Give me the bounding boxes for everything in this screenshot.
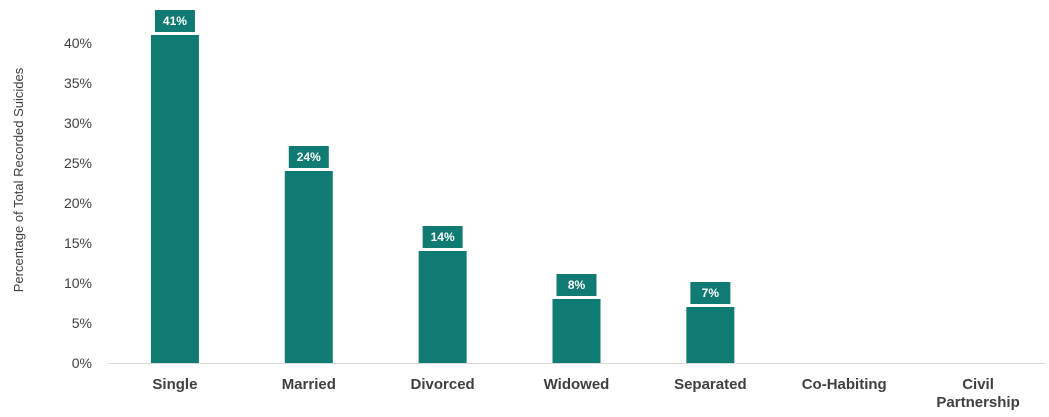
x-category-label-line: Partnership — [936, 394, 1019, 411]
x-category-label-line: Divorced — [411, 376, 475, 393]
y-tick-label: 40% — [64, 35, 92, 51]
y-tick-label: 15% — [64, 235, 92, 251]
x-category-label: Separated — [674, 376, 747, 393]
x-category-label: Widowed — [544, 376, 610, 393]
x-category-label: Divorced — [411, 376, 475, 393]
y-tick-label: 20% — [64, 195, 92, 211]
bar-divorced — [419, 251, 467, 363]
data-label: 14% — [431, 230, 455, 244]
x-category-label: Civil Partnership — [936, 376, 1019, 411]
y-axis-ticks: 0% 5% 10% 15% 20% 25% 30% 35% 40% — [64, 35, 92, 371]
bar-widowed — [553, 299, 601, 363]
y-tick-label: 5% — [72, 315, 92, 331]
bar-single — [151, 35, 199, 363]
x-category-label-line: Married — [282, 376, 336, 393]
y-tick-label: 25% — [64, 155, 92, 171]
data-label: 7% — [702, 286, 720, 300]
x-category-label-line: Co-Habiting — [802, 376, 887, 393]
y-tick-label: 30% — [64, 115, 92, 131]
x-category-label: Single — [152, 376, 197, 393]
y-axis-title-group: Percentage of Total Recorded Suicides — [11, 67, 26, 292]
data-label: 41% — [163, 14, 187, 28]
x-category-label-line: Widowed — [544, 376, 610, 393]
y-tick-label: 35% — [64, 75, 92, 91]
bars-group — [151, 35, 734, 363]
x-axis-labels: Single Married Divorced Widowed Separated Co-… — [152, 376, 1019, 411]
x-category-label-line: Separated — [674, 376, 747, 393]
x-category-label: Co-Habiting — [802, 376, 887, 393]
x-category-label: Married — [282, 376, 336, 393]
data-label: 24% — [297, 150, 321, 164]
bar-married — [285, 171, 333, 363]
y-tick-label: 0% — [72, 355, 92, 371]
x-category-label-line: Single — [152, 376, 197, 393]
y-tick-label: 10% — [64, 275, 92, 291]
x-category-label-line: Civil — [962, 376, 994, 393]
y-axis-title: Percentage of Total Recorded Suicides — [11, 67, 26, 292]
data-label: 8% — [568, 278, 586, 292]
bar-separated — [686, 307, 734, 363]
